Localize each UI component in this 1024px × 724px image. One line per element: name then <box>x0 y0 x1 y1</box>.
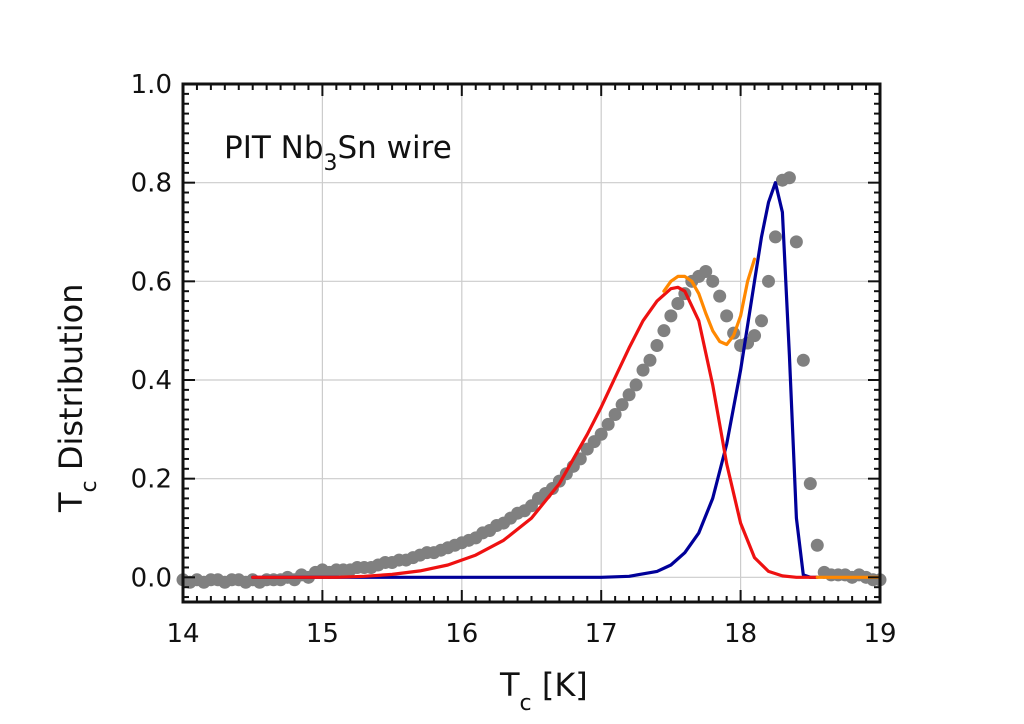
data-point <box>748 329 762 343</box>
x-tick-label: 15 <box>306 619 339 649</box>
data-point <box>608 408 622 422</box>
data-point <box>755 314 769 328</box>
data-point <box>671 297 685 311</box>
y-tick-label: 0.8 <box>131 169 172 199</box>
y-tick-label: 0.4 <box>131 366 172 396</box>
data-point <box>615 398 629 412</box>
data-point <box>657 324 671 338</box>
y-axis-title: Tc Distribution <box>52 283 102 513</box>
data-point <box>664 309 678 323</box>
x-tick-label: 16 <box>445 619 478 649</box>
data-point <box>643 353 657 367</box>
data-point <box>622 388 636 402</box>
y-tick-label: 0.6 <box>131 267 172 297</box>
x-tick-labels: 14 15 16 17 18 19 <box>166 619 896 649</box>
annotation: PIT Nb3Sn wire <box>224 130 452 176</box>
data-point <box>650 338 664 352</box>
data-point <box>573 452 587 466</box>
data-point <box>803 477 817 491</box>
y-axis-title-tail: Distribution <box>52 283 90 480</box>
x-tick-label: 18 <box>724 619 757 649</box>
x-axis-title-main: T <box>499 666 520 704</box>
data-point <box>601 417 615 431</box>
data-point <box>782 171 796 185</box>
x-tick-label: 14 <box>166 619 199 649</box>
data-point <box>713 289 727 303</box>
x-axis-title-subscript: c <box>520 691 532 716</box>
data-point <box>636 363 650 377</box>
x-tick-label: 17 <box>585 619 618 649</box>
x-axis-title-tail: [K] <box>532 666 588 704</box>
axis-ticks <box>182 83 881 602</box>
x-tick-label: 19 <box>863 619 896 649</box>
series-layer <box>176 171 887 589</box>
annotation-subscript: 3 <box>324 151 338 176</box>
data-point <box>761 274 775 288</box>
data-point <box>629 378 643 392</box>
data-point <box>720 309 734 323</box>
annotation-main: PIT Nb <box>224 130 324 166</box>
data-point <box>706 274 720 288</box>
series-line-fit-high-Tc <box>251 181 819 579</box>
y-axis-title-main: T <box>52 492 90 513</box>
data-point <box>699 264 713 278</box>
series-line-fit-low-Tc <box>251 285 819 579</box>
data-point <box>594 427 608 441</box>
data-point <box>789 235 803 249</box>
data-point <box>810 538 824 552</box>
data-point <box>768 230 782 244</box>
data-point <box>796 353 810 367</box>
y-tick-label: 0.0 <box>131 563 172 593</box>
x-axis-title: Tc [K] <box>499 666 588 716</box>
series-line-fit-sum <box>662 257 757 347</box>
y-tick-label: 1.0 <box>131 70 172 100</box>
y-tick-label: 0.2 <box>131 465 172 495</box>
y-axis-title-subscript: c <box>77 480 102 492</box>
y-tick-labels: 0.0 0.2 0.4 0.6 0.8 1.0 <box>131 70 172 593</box>
annotation-tail: Sn wire <box>338 130 452 166</box>
